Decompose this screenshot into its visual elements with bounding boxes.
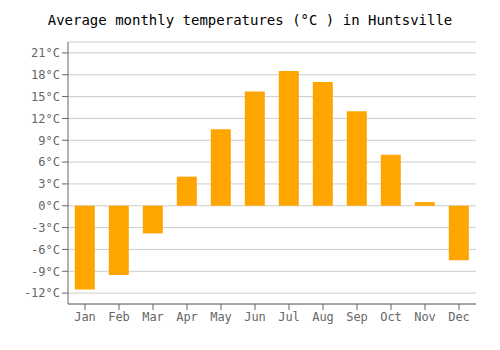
svg-text:Mar: Mar — [142, 310, 164, 324]
svg-text:18°C: 18°C — [31, 68, 60, 82]
svg-text:-3°C: -3°C — [31, 221, 60, 235]
svg-text:Feb: Feb — [108, 310, 130, 324]
svg-text:May: May — [210, 310, 232, 324]
svg-text:Nov: Nov — [414, 310, 436, 324]
svg-text:Sep: Sep — [346, 310, 368, 324]
svg-text:9°C: 9°C — [38, 134, 60, 148]
svg-text:15°C: 15°C — [31, 90, 60, 104]
svg-text:Apr: Apr — [176, 310, 198, 324]
svg-text:Aug: Aug — [312, 310, 334, 324]
svg-text:-9°C: -9°C — [31, 265, 60, 279]
svg-text:Jul: Jul — [278, 310, 300, 324]
svg-text:-6°C: -6°C — [31, 243, 60, 257]
svg-text:Jun: Jun — [244, 310, 266, 324]
svg-text:6°C: 6°C — [38, 155, 60, 169]
svg-text:Dec: Dec — [448, 310, 470, 324]
svg-text:0°C: 0°C — [38, 199, 60, 213]
svg-text:21°C: 21°C — [31, 46, 60, 60]
svg-text:Jan: Jan — [74, 310, 96, 324]
html-text:Average monthly temperatures (: Average monthly temperatures (°C ) in Hu… — [47, 12, 453, 28]
svg-text:-12°C: -12°C — [24, 286, 60, 300]
svg-text:3°C: 3°C — [38, 177, 60, 191]
svg-text:Oct: Oct — [380, 310, 402, 324]
svg-text:12°C: 12°C — [31, 112, 60, 126]
